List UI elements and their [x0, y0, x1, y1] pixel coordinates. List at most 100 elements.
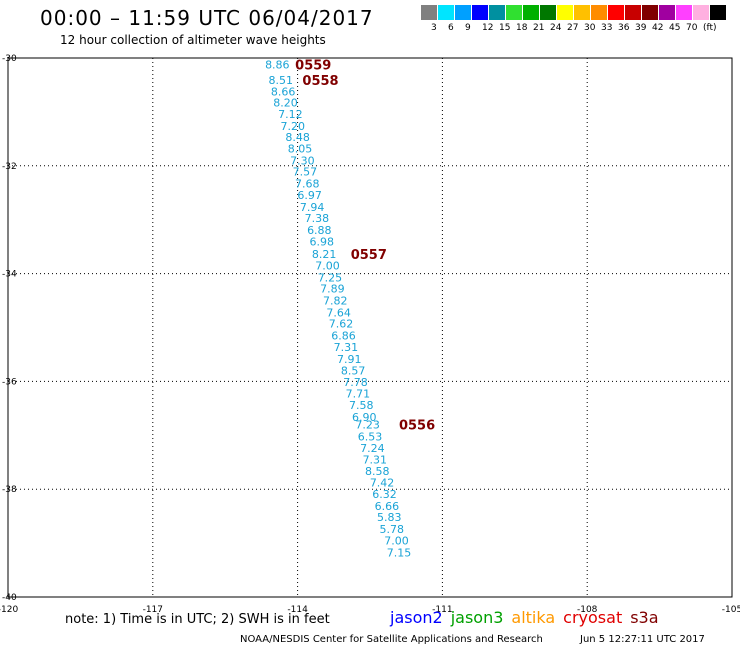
wave-height-value: 7.78 — [343, 376, 368, 389]
wave-height-value: 7.71 — [346, 387, 371, 400]
legend-label: 42 — [652, 23, 664, 33]
wave-height-value: 7.15 — [387, 546, 412, 559]
satellite-list: jason2 jason3 altika cryosat s3a — [390, 608, 667, 627]
legend-swatch — [625, 5, 641, 20]
legend-label: 6 — [448, 23, 454, 33]
longitude-tick-label: -111 — [432, 605, 452, 615]
latitude-tick-label: -40 — [2, 593, 17, 603]
wave-height-value: 7.23 — [355, 419, 380, 432]
longitude-tick-label: -120 — [0, 605, 18, 615]
wave-height-value: 8.57 — [341, 365, 366, 378]
legend-swatch — [642, 5, 658, 20]
wave-height-value: 6.90 — [352, 411, 377, 424]
legend-label: 39 — [635, 23, 647, 33]
wave-height-value: 7.20 — [281, 120, 306, 133]
wave-height-value: 7.64 — [326, 306, 351, 319]
wave-height-value: 6.66 — [375, 500, 400, 513]
wave-height-value: 6.98 — [309, 235, 334, 248]
wave-height-value: 7.57 — [293, 166, 318, 179]
page-title: 00:00 – 11:59 UTC 06/04/2017 — [40, 6, 374, 30]
legend-swatch — [591, 5, 607, 20]
longitude-tick-label: -105 — [722, 605, 740, 615]
legend-swatch — [608, 5, 624, 20]
wave-height-value: 6.53 — [358, 430, 383, 443]
legend-label: 27 — [567, 23, 579, 33]
wave-height-value: 8.20 — [273, 97, 298, 110]
wave-height-value: 7.24 — [360, 442, 385, 455]
legend-label: 24 — [550, 23, 562, 33]
legend-label: 18 — [516, 23, 528, 33]
wave-height-value: 6.86 — [331, 330, 356, 343]
legend-swatch — [659, 5, 675, 20]
units-note: note: 1) Time is in UTC; 2) SWH is in fe… — [65, 612, 330, 627]
satellite-jason2: jason2 — [390, 608, 443, 627]
wave-height-value: 8.86 — [265, 58, 290, 71]
satellite-altika: altika — [511, 608, 556, 627]
latitude-tick-label: -34 — [2, 270, 17, 280]
wave-height-value: 5.78 — [379, 523, 404, 536]
map-grid — [7, 57, 733, 598]
wave-height-value: 8.58 — [365, 465, 390, 478]
wave-height-value: 7.30 — [290, 154, 315, 167]
satellite-jason3: jason3 — [450, 608, 504, 627]
wave-height-labels: 8.86 8.518.668.207.127.208.488.057.307.57… — [265, 58, 411, 559]
wave-height-value: 7.12 — [278, 108, 303, 121]
legend-label: 45 — [669, 23, 681, 33]
wave-height-value: 8.05 — [288, 143, 313, 156]
longitude-tick-label: -114 — [287, 605, 308, 615]
legend-swatch — [489, 5, 505, 20]
wave-height-value: 7.31 — [363, 454, 388, 467]
legend-label: (ft) — [703, 23, 717, 33]
latitude-tick-label: -36 — [2, 377, 17, 387]
pass-time-label: 0556 — [399, 419, 435, 434]
wave-height-value: 5.83 — [377, 511, 402, 524]
wave-height-value: 7.94 — [300, 201, 325, 214]
wave-height-value: 6.88 — [307, 224, 332, 237]
wave-height-value: 8.51 — [268, 74, 293, 87]
satellite-cryosat: cryosat — [563, 608, 623, 627]
legend-swatch — [455, 5, 471, 20]
legend-swatch — [710, 5, 726, 20]
credit-text: NOAA/NESDIS Center for Satellite Applica… — [240, 634, 543, 645]
legend-swatch — [506, 5, 522, 20]
wave-height-value: 7.42 — [370, 477, 395, 490]
legend-swatch — [438, 5, 454, 20]
legend-swatch — [574, 5, 590, 20]
wave-height-value: 8.66 — [271, 85, 296, 98]
wave-height-value: 7.58 — [349, 399, 374, 412]
legend-label: 15 — [499, 23, 511, 33]
generated-timestamp: Jun 5 12:27:11 UTC 2017 — [580, 634, 705, 645]
longitude-tick-label: -108 — [577, 605, 598, 615]
legend-label: 9 — [465, 23, 471, 33]
wave-height-value: 8.21 — [312, 248, 337, 261]
legend-label: 3 — [431, 23, 437, 33]
legend-label: 21 — [533, 23, 545, 33]
legend-swatch — [557, 5, 573, 20]
legend-swatch — [540, 5, 556, 20]
latitude-tick-label: -38 — [2, 485, 17, 495]
wave-height-value: 7.68 — [295, 178, 320, 191]
longitude-tick-label: -117 — [143, 605, 163, 615]
pass-time-label: 0558 — [302, 74, 338, 89]
wave-height-value: 7.25 — [318, 271, 343, 284]
map-frame — [7, 57, 733, 598]
wave-height-value: 8.48 — [285, 131, 310, 144]
legend-label: 70 — [686, 23, 698, 33]
legend-swatch — [676, 5, 692, 20]
wave-height-value: 7.89 — [320, 283, 345, 296]
wave-height-value: 7.62 — [329, 318, 354, 331]
wave-height-value: 7.82 — [323, 295, 348, 308]
legend-label: 33 — [601, 23, 613, 33]
wave-height-value: 7.00 — [384, 534, 409, 547]
wave-height-value: 7.00 — [315, 260, 340, 273]
wave-height-value: 6.32 — [372, 488, 397, 501]
pass-time-label: 0557 — [351, 248, 387, 263]
page-subtitle: 12 hour collection of altimeter wave hei… — [60, 33, 326, 47]
latitude-tick-label: -32 — [2, 162, 17, 172]
legend-label: 36 — [618, 23, 630, 33]
satellite-s3a: s3a — [630, 608, 659, 627]
legend-label: 30 — [584, 23, 596, 33]
legend-swatch — [693, 5, 709, 20]
